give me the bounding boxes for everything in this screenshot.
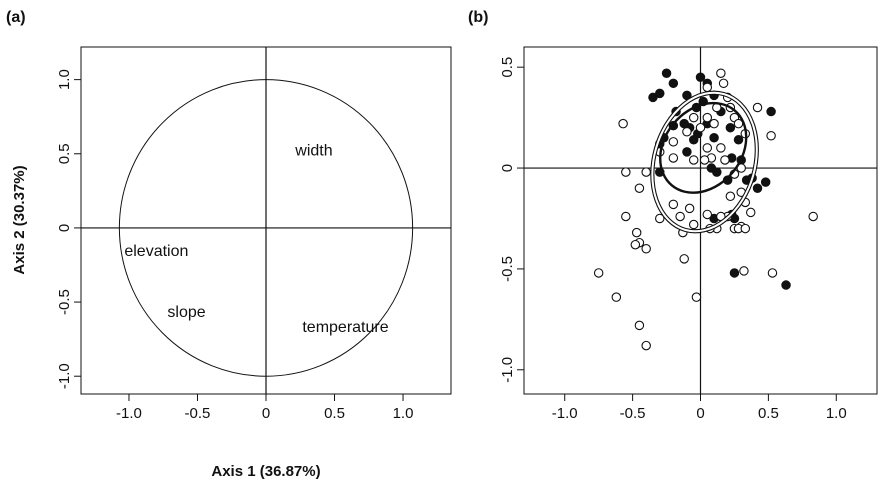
panel-a-ytick-label: 0: [56, 224, 73, 232]
filled-point: [760, 177, 771, 187]
open-point: [702, 209, 713, 220]
panel-b: (b) -1.0 -0.5 0 0.5 1.0 -1.0 -0.5 0 0.5: [468, 9, 878, 422]
open-point: [641, 243, 651, 254]
open-point: [621, 167, 631, 177]
filled-point: [712, 167, 722, 177]
panel-a-xtick-label: -0.5: [185, 405, 211, 422]
panel-b-ytick-label: -1.0: [499, 357, 516, 383]
open-point: [682, 126, 692, 137]
panel-b-ytick-label: 0: [499, 164, 516, 172]
panel-a-xtick-label: 0: [262, 405, 270, 422]
confidence-ellipse-filled: [659, 101, 748, 194]
panel-a-ytick-label: -1.0: [56, 363, 73, 389]
open-point: [766, 131, 776, 141]
open-point: [733, 118, 744, 129]
open-point: [668, 137, 679, 147]
open-point: [702, 143, 713, 153]
open-point: [668, 199, 679, 210]
filled-point: [733, 135, 744, 145]
open-point: [691, 292, 702, 302]
panel-a-ytick-label: 0.5: [56, 143, 73, 164]
open-point: [631, 227, 642, 238]
open-point: [745, 207, 756, 218]
filled-point: [655, 88, 665, 99]
open-point: [688, 219, 699, 230]
panel-b-ytick-label: 0.5: [499, 57, 516, 78]
panel-a-plot-area: -1.0 -0.5 0 0.5 1.0 -1.0 -0.5 0 0.5 1.0 width eleva…: [56, 47, 451, 422]
open-point: [634, 320, 645, 331]
open-point: [634, 183, 645, 193]
open-point: [767, 268, 778, 278]
panel-b-xtick-label: 0: [696, 405, 704, 422]
open-point: [630, 239, 641, 250]
filled-point: [682, 147, 692, 157]
panel-b-xtick-label: 0.5: [758, 405, 779, 422]
panel-a-label: (a): [6, 9, 26, 26]
panel-b-xtick-label: -0.5: [620, 405, 646, 422]
variable-label-temperature: temperature: [302, 319, 388, 336]
filled-point: [648, 92, 658, 103]
filled-point: [668, 78, 679, 89]
open-point: [720, 155, 730, 165]
filled-point: [688, 135, 699, 145]
open-point: [702, 82, 713, 93]
filled-point: [695, 72, 706, 83]
panel-b-plot-area: -1.0 -0.5 0 0.5 1.0 -1.0 -0.5 0 0.5: [499, 47, 877, 422]
open-point: [808, 211, 818, 222]
panel-a: (a) -1.0 -0.5 0 0.5 1.0 -1.0 -0.5 0 0.5 1.0 width e…: [6, 9, 452, 480]
open-point: [688, 112, 699, 123]
panel-b-xtick-label: -1.0: [552, 405, 578, 422]
panel-a-xlabel: Axis 1 (36.87%): [211, 463, 320, 480]
panel-a-ylabel: Axis 2 (30.37%): [11, 165, 28, 274]
open-point: [618, 118, 628, 129]
variable-label-elevation: elevation: [124, 243, 188, 260]
correlation-circle: [118, 79, 414, 377]
open-point: [739, 266, 749, 276]
filled-point: [781, 280, 791, 290]
open-point: [684, 203, 695, 214]
filled-point: [709, 133, 719, 143]
open-point: [611, 292, 622, 302]
open-point: [725, 191, 736, 202]
open-point: [675, 211, 685, 222]
open-point: [709, 118, 719, 129]
panel-a-ytick-label: -0.5: [56, 289, 73, 315]
panel-b-label: (b): [468, 9, 488, 26]
filled-point: [725, 122, 736, 133]
panel-a-xtick-label: -1.0: [116, 405, 142, 422]
filled-point: [729, 268, 740, 278]
filled-point: [766, 106, 776, 117]
variable-label-slope: slope: [167, 304, 205, 321]
open-point: [716, 143, 726, 153]
open-point: [688, 155, 699, 165]
open-point: [695, 122, 706, 133]
open-point: [655, 213, 665, 224]
open-point: [679, 254, 689, 264]
panel-b-xtick-label: 1.0: [826, 405, 847, 422]
panel-b-ytick-label: -0.5: [499, 256, 516, 282]
open-point: [716, 68, 726, 78]
open-point: [752, 102, 763, 113]
confidence-ellipse-open-inner: [651, 91, 758, 233]
panel-a-ytick-label: 1.0: [56, 69, 73, 90]
open-point: [699, 155, 710, 165]
filled-point: [752, 183, 763, 193]
open-point: [621, 211, 631, 222]
open-point: [740, 223, 751, 234]
open-point: [641, 167, 651, 177]
open-point: [593, 268, 604, 278]
variable-label-width: width: [294, 142, 332, 159]
panel-a-xtick-label: 0.5: [324, 405, 345, 422]
open-point: [718, 78, 729, 89]
open-point: [641, 340, 651, 351]
open-point: [668, 153, 679, 163]
filled-point: [661, 68, 672, 78]
panel-a-xtick-label: 1.0: [393, 405, 414, 422]
open-point: [702, 112, 713, 123]
